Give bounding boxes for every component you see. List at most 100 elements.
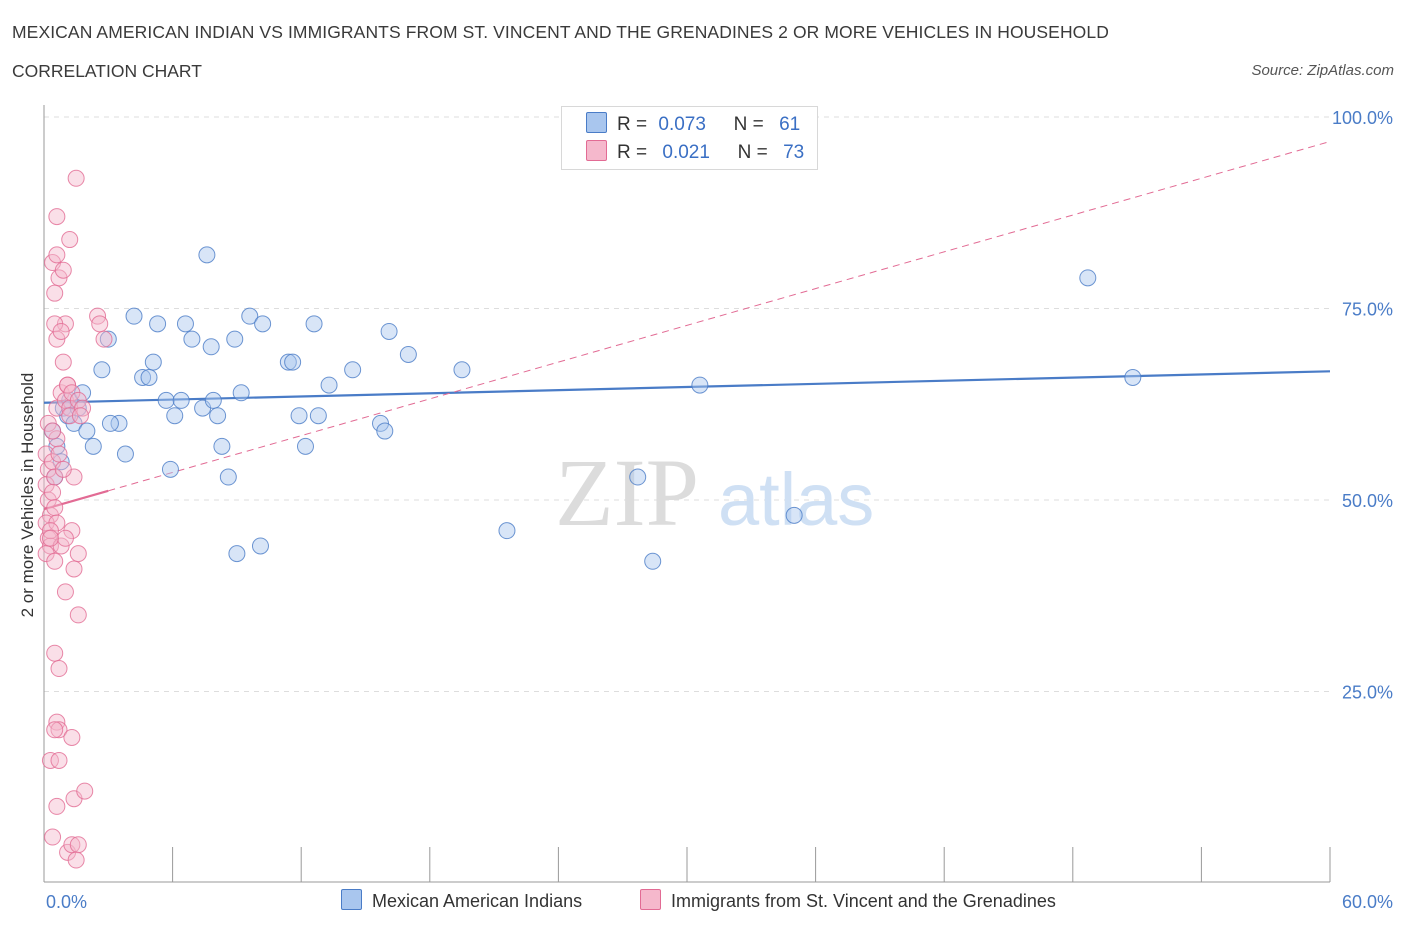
data-points <box>37 169 1142 869</box>
x-tick-label: 0.0% <box>46 892 87 912</box>
data-point-blue <box>241 307 259 325</box>
data-point-blue <box>166 407 184 425</box>
trend-lines <box>43 141 1331 511</box>
series-swatch-1 <box>640 889 661 910</box>
legend-r-label: R = <box>617 114 648 135</box>
source-credit: Source: ZipAtlas.com <box>1251 62 1394 79</box>
data-point-pink <box>54 261 72 279</box>
watermark: ZIP atlas <box>555 439 874 546</box>
data-point-pink <box>52 322 70 340</box>
data-point-blue <box>305 315 323 333</box>
legend-n-label: N = <box>733 114 764 135</box>
data-point-blue <box>785 506 803 524</box>
data-point-blue <box>372 414 390 432</box>
data-point-blue <box>176 315 194 333</box>
legend-swatch-blue <box>586 112 607 133</box>
data-point-pink <box>44 828 62 846</box>
data-point-blue <box>161 460 179 478</box>
legend-swatch-pink <box>586 140 607 161</box>
data-point-blue <box>344 361 362 379</box>
data-point-pink <box>48 797 66 815</box>
data-point-blue <box>228 545 246 563</box>
series-name-0: Mexican American Indians <box>372 891 583 911</box>
data-point-pink <box>48 208 66 226</box>
data-point-pink <box>44 422 62 440</box>
data-point-blue <box>219 468 237 486</box>
data-point-pink <box>76 782 94 800</box>
trend-line-1 <box>43 489 109 511</box>
legend-n-value-pink: 73 <box>783 142 805 163</box>
data-point-pink <box>69 606 87 624</box>
data-point-blue <box>140 368 158 386</box>
y-tick-label: 25.0% <box>1342 683 1393 703</box>
grid-lines <box>44 116 1330 692</box>
data-point-blue <box>498 522 516 540</box>
data-point-pink <box>46 552 64 570</box>
data-point-blue <box>116 445 134 463</box>
data-point-pink <box>50 445 68 463</box>
data-point-pink <box>95 330 113 348</box>
data-point-pink <box>91 315 109 333</box>
data-point-blue <box>296 437 314 455</box>
data-point-blue <box>99 330 117 348</box>
data-point-blue <box>644 552 662 570</box>
data-point-blue <box>183 330 201 348</box>
data-point-pink <box>56 529 74 547</box>
legend-row-pink: R = 0.021 N = 73 <box>586 140 804 166</box>
data-point-pink <box>63 728 81 746</box>
legend-r-value-blue: 0.073 <box>658 114 706 135</box>
data-point-blue <box>101 414 119 432</box>
data-point-blue <box>110 414 128 432</box>
chart-title: MEXICAN AMERICAN INDIAN VS IMMIGRANTS FR… <box>12 22 1109 42</box>
data-point-blue <box>198 246 216 264</box>
data-point-pink <box>56 583 74 601</box>
watermark-zip: ZIP <box>555 439 699 546</box>
data-point-blue <box>254 315 272 333</box>
data-point-blue <box>1124 368 1142 386</box>
data-point-blue <box>320 376 338 394</box>
data-point-pink <box>71 407 89 425</box>
data-point-blue <box>226 330 244 348</box>
data-point-pink <box>67 851 85 869</box>
data-point-pink <box>67 169 85 187</box>
data-point-pink <box>65 560 83 578</box>
data-point-blue <box>204 391 222 409</box>
data-point-pink <box>69 545 87 563</box>
data-point-blue <box>84 437 102 455</box>
trend-line-0 <box>43 370 1331 404</box>
data-point-blue <box>1079 269 1097 287</box>
data-point-blue <box>290 407 308 425</box>
watermark-atlas: atlas <box>718 458 874 541</box>
data-point-pink <box>46 644 64 662</box>
data-point-pink <box>50 751 68 769</box>
data-point-blue <box>232 384 250 402</box>
data-point-blue <box>209 407 227 425</box>
legend-r-value-pink: 0.021 <box>662 142 710 163</box>
data-point-pink <box>46 721 64 739</box>
data-point-pink <box>54 460 72 478</box>
trend-line-2 <box>108 141 1331 492</box>
legend-r-label: R = <box>617 142 648 163</box>
data-point-blue <box>78 422 96 440</box>
stats-legend: R = 0.073 N = 61 R = 0.021 N = 73 <box>561 106 818 170</box>
data-point-blue <box>144 353 162 371</box>
data-point-pink <box>50 721 68 739</box>
series-swatch-0 <box>341 889 362 910</box>
x-tick-label: 60.0% <box>1342 892 1393 912</box>
data-point-blue <box>399 345 417 363</box>
data-point-pink <box>48 330 66 348</box>
data-point-pink <box>39 414 57 432</box>
data-point-pink <box>46 499 64 517</box>
data-point-blue <box>453 361 471 379</box>
axes <box>43 105 1331 883</box>
data-point-pink <box>48 246 66 264</box>
data-point-blue <box>309 407 327 425</box>
data-point-blue <box>93 361 111 379</box>
series-name-1: Immigrants from St. Vincent and the Gren… <box>671 891 1056 911</box>
chart-subtitle: CORRELATION CHART <box>12 61 202 81</box>
data-point-blue <box>202 338 220 356</box>
data-point-pink <box>59 376 77 394</box>
data-point-pink <box>44 483 62 501</box>
y-axis-label: 2 or more Vehicles in Household <box>18 373 37 618</box>
